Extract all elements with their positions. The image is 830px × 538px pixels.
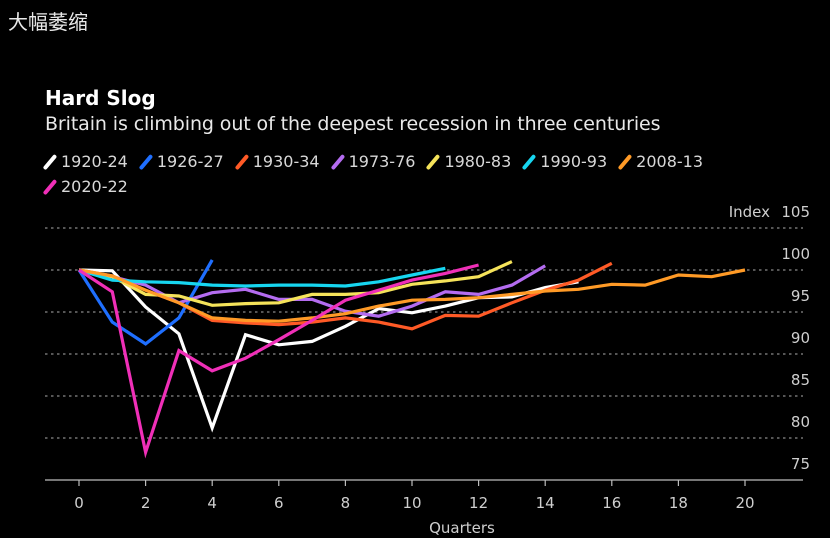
x-tick-label: 16 bbox=[602, 494, 621, 512]
y-tick-label: 75 bbox=[791, 455, 810, 473]
chart-title: Hard Slog bbox=[45, 86, 156, 110]
x-axis-title: Quarters bbox=[429, 519, 495, 537]
y-tick-label: 100 bbox=[781, 245, 810, 263]
y-tick-label: 95 bbox=[791, 287, 810, 305]
legend-item-1990-93: 1990-93 bbox=[521, 150, 608, 173]
series-line-1973-76 bbox=[78, 264, 547, 318]
chart-subtitle: Britain is climbing out of the deepest r… bbox=[45, 113, 661, 135]
legend-item-1920-24: 1920-24 bbox=[42, 150, 128, 173]
x-tick-label: 6 bbox=[274, 494, 284, 512]
legend-label: 1930-34 bbox=[252, 152, 320, 171]
legend-label: 2008-13 bbox=[636, 152, 704, 171]
x-tick-label: 12 bbox=[469, 494, 488, 512]
series-line-2020-22 bbox=[78, 263, 479, 459]
series-line-2008-13 bbox=[78, 268, 746, 323]
y-tick-label: 85 bbox=[791, 371, 810, 389]
y-tick-label: 105 bbox=[781, 203, 810, 221]
legend-label: 2020-22 bbox=[61, 177, 128, 196]
legend-label: 1980-83 bbox=[444, 152, 512, 171]
y-tick-label: 80 bbox=[791, 413, 810, 431]
x-tick-label: 0 bbox=[74, 494, 84, 512]
x-tick-label: 2 bbox=[141, 494, 151, 512]
x-tick-label: 20 bbox=[735, 494, 754, 512]
series-line-1990-93 bbox=[78, 266, 446, 288]
legend-item-2020-22: 2020-22 bbox=[42, 175, 128, 198]
legend-item-1926-27: 1926-27 bbox=[138, 150, 224, 173]
legend: 1920-24 1926-27 1930-34 1973-76 1980-83 1990-… bbox=[42, 150, 805, 198]
legend-item-1930-34: 1930-34 bbox=[234, 150, 320, 173]
x-tick-label: 14 bbox=[536, 494, 555, 512]
legend-label: 1990-93 bbox=[540, 152, 608, 171]
x-tick-label: 8 bbox=[341, 494, 351, 512]
y-axis-title: Index bbox=[729, 203, 770, 221]
legend-item-1980-83: 1980-83 bbox=[426, 150, 512, 173]
y-tick-label: 90 bbox=[791, 329, 810, 347]
legend-label: 1973-76 bbox=[348, 152, 416, 171]
legend-label: 1920-24 bbox=[61, 152, 128, 171]
legend-label: 1926-27 bbox=[156, 152, 224, 171]
x-tick-label: 10 bbox=[402, 494, 421, 512]
x-tick-label: 4 bbox=[207, 494, 217, 512]
x-tick-label: 18 bbox=[669, 494, 688, 512]
header-label: 大幅萎缩 bbox=[8, 10, 88, 34]
series-line-1980-83 bbox=[78, 260, 513, 307]
legend-item-1973-76: 1973-76 bbox=[330, 150, 416, 173]
legend-item-2008-13: 2008-13 bbox=[617, 150, 704, 173]
